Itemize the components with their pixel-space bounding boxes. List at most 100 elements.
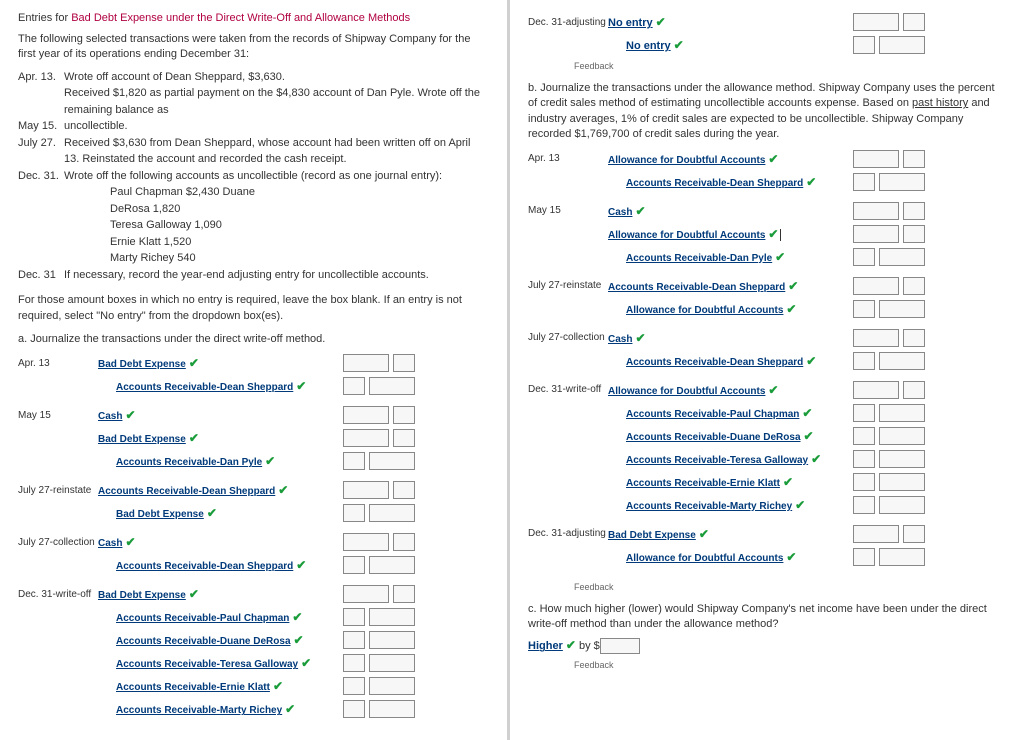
amount-input[interactable]: [369, 556, 415, 574]
higher-dropdown[interactable]: Higher: [528, 640, 563, 652]
account-dropdown[interactable]: Bad Debt Expense: [98, 434, 186, 445]
amount-input[interactable]: [853, 225, 899, 243]
account-dropdown[interactable]: Accounts Receivable-Dean Sheppard: [116, 382, 293, 393]
account-dropdown[interactable]: Accounts Receivable-Dean Sheppard: [626, 357, 803, 368]
account-dropdown[interactable]: Accounts Receivable-Teresa Galloway: [626, 455, 808, 466]
feedback-label-1[interactable]: Feedback: [574, 61, 1006, 71]
account-dropdown[interactable]: Allowance for Doubtful Accounts: [608, 155, 765, 166]
amount-input[interactable]: [369, 677, 415, 695]
account-dropdown[interactable]: Cash: [98, 411, 122, 422]
amount-input[interactable]: [343, 504, 365, 522]
amount-input[interactable]: [853, 277, 899, 295]
amount-input[interactable]: [879, 173, 925, 191]
amount-input[interactable]: [343, 631, 365, 649]
amount-input[interactable]: [853, 13, 899, 31]
account-dropdown[interactable]: Allowance for Doubtful Accounts: [608, 386, 765, 397]
amount-input[interactable]: [369, 452, 415, 470]
amount-input[interactable]: [343, 354, 389, 372]
account-dropdown[interactable]: Allowance for Doubtful Accounts: [626, 553, 783, 564]
amount-input[interactable]: [879, 548, 925, 566]
account-dropdown[interactable]: Accounts Receivable-Dean Sheppard: [626, 178, 803, 189]
amount-input[interactable]: [879, 404, 925, 422]
amount-input[interactable]: [879, 352, 925, 370]
account-dropdown[interactable]: Accounts Receivable-Dan Pyle: [116, 457, 262, 468]
account-dropdown[interactable]: Bad Debt Expense: [608, 530, 696, 541]
amount-input[interactable]: [853, 352, 875, 370]
amount-input[interactable]: [343, 677, 365, 695]
amount-input[interactable]: [343, 481, 389, 499]
amount-input[interactable]: [343, 585, 389, 603]
account-dropdown[interactable]: Cash: [98, 538, 122, 549]
amount-input[interactable]: [369, 631, 415, 649]
amount-input[interactable]: [369, 700, 415, 718]
account-dropdown[interactable]: Bad Debt Expense: [98, 590, 186, 601]
amount-input[interactable]: [393, 406, 415, 424]
amount-input[interactable]: [393, 354, 415, 372]
amount-input[interactable]: [393, 533, 415, 551]
amount-input[interactable]: [853, 248, 875, 266]
amount-input[interactable]: [879, 450, 925, 468]
amount-input[interactable]: [369, 608, 415, 626]
account-dropdown[interactable]: Allowance for Doubtful Accounts: [608, 230, 765, 241]
amount-input[interactable]: [393, 429, 415, 447]
amount-input[interactable]: [853, 450, 875, 468]
amount-input[interactable]: [369, 504, 415, 522]
feedback-label-2[interactable]: Feedback: [574, 582, 1006, 592]
amount-input[interactable]: [853, 473, 875, 491]
amount-input[interactable]: [903, 202, 925, 220]
amount-input[interactable]: [903, 329, 925, 347]
account-dropdown[interactable]: Accounts Receivable-Dan Pyle: [626, 253, 772, 264]
account-dropdown[interactable]: Bad Debt Expense: [116, 509, 204, 520]
account-dropdown[interactable]: Bad Debt Expense: [98, 359, 186, 370]
amount-input[interactable]: [369, 654, 415, 672]
amount-input[interactable]: [343, 429, 389, 447]
amount-input[interactable]: [853, 300, 875, 318]
account-dropdown[interactable]: Allowance for Doubtful Accounts: [626, 305, 783, 316]
account-dropdown[interactable]: Accounts Receivable-Dean Sheppard: [116, 561, 293, 572]
amount-input[interactable]: [903, 150, 925, 168]
feedback-label-3[interactable]: Feedback: [574, 660, 1006, 670]
amount-input[interactable]: [343, 377, 365, 395]
amount-input[interactable]: [343, 556, 365, 574]
account-dropdown[interactable]: Cash: [608, 334, 632, 345]
amount-input[interactable]: [393, 481, 415, 499]
account-dropdown[interactable]: Accounts Receivable-Ernie Klatt: [626, 478, 780, 489]
amount-input[interactable]: [343, 654, 365, 672]
amount-input[interactable]: [853, 525, 899, 543]
account-dropdown[interactable]: Accounts Receivable-Teresa Galloway: [116, 659, 298, 670]
amount-input[interactable]: [853, 548, 875, 566]
amount-input[interactable]: [853, 427, 875, 445]
account-dropdown[interactable]: Accounts Receivable-Paul Chapman: [116, 613, 289, 624]
amount-input[interactable]: [853, 173, 875, 191]
amount-input[interactable]: [903, 381, 925, 399]
account-dropdown[interactable]: Accounts Receivable-Dean Sheppard: [608, 282, 785, 293]
amount-input[interactable]: [903, 525, 925, 543]
account-dropdown[interactable]: Accounts Receivable-Marty Richey: [626, 501, 792, 512]
amount-input[interactable]: [853, 202, 899, 220]
amount-input[interactable]: [343, 533, 389, 551]
account-dropdown[interactable]: Accounts Receivable-Ernie Klatt: [116, 682, 270, 693]
account-dropdown[interactable]: No entry: [608, 17, 653, 29]
amount-input[interactable]: [853, 150, 899, 168]
amount-input[interactable]: [879, 300, 925, 318]
amount-input[interactable]: [879, 473, 925, 491]
amount-input[interactable]: [393, 585, 415, 603]
amount-input[interactable]: [343, 452, 365, 470]
amount-input[interactable]: [903, 225, 925, 243]
amount-input[interactable]: [853, 404, 875, 422]
account-dropdown[interactable]: Cash: [608, 207, 632, 218]
amount-input[interactable]: [879, 496, 925, 514]
amount-input[interactable]: [903, 277, 925, 295]
amount-input[interactable]: [853, 496, 875, 514]
amount-input[interactable]: [600, 638, 640, 654]
amount-input[interactable]: [853, 36, 875, 54]
amount-input[interactable]: [879, 36, 925, 54]
account-dropdown[interactable]: Accounts Receivable-Dean Sheppard: [98, 486, 275, 497]
account-dropdown[interactable]: No entry: [626, 40, 671, 52]
account-dropdown[interactable]: Accounts Receivable-Duane DeRosa: [116, 636, 291, 647]
amount-input[interactable]: [879, 248, 925, 266]
amount-input[interactable]: [369, 377, 415, 395]
account-dropdown[interactable]: Accounts Receivable-Paul Chapman: [626, 409, 799, 420]
account-dropdown[interactable]: Accounts Receivable-Duane DeRosa: [626, 432, 801, 443]
amount-input[interactable]: [903, 13, 925, 31]
